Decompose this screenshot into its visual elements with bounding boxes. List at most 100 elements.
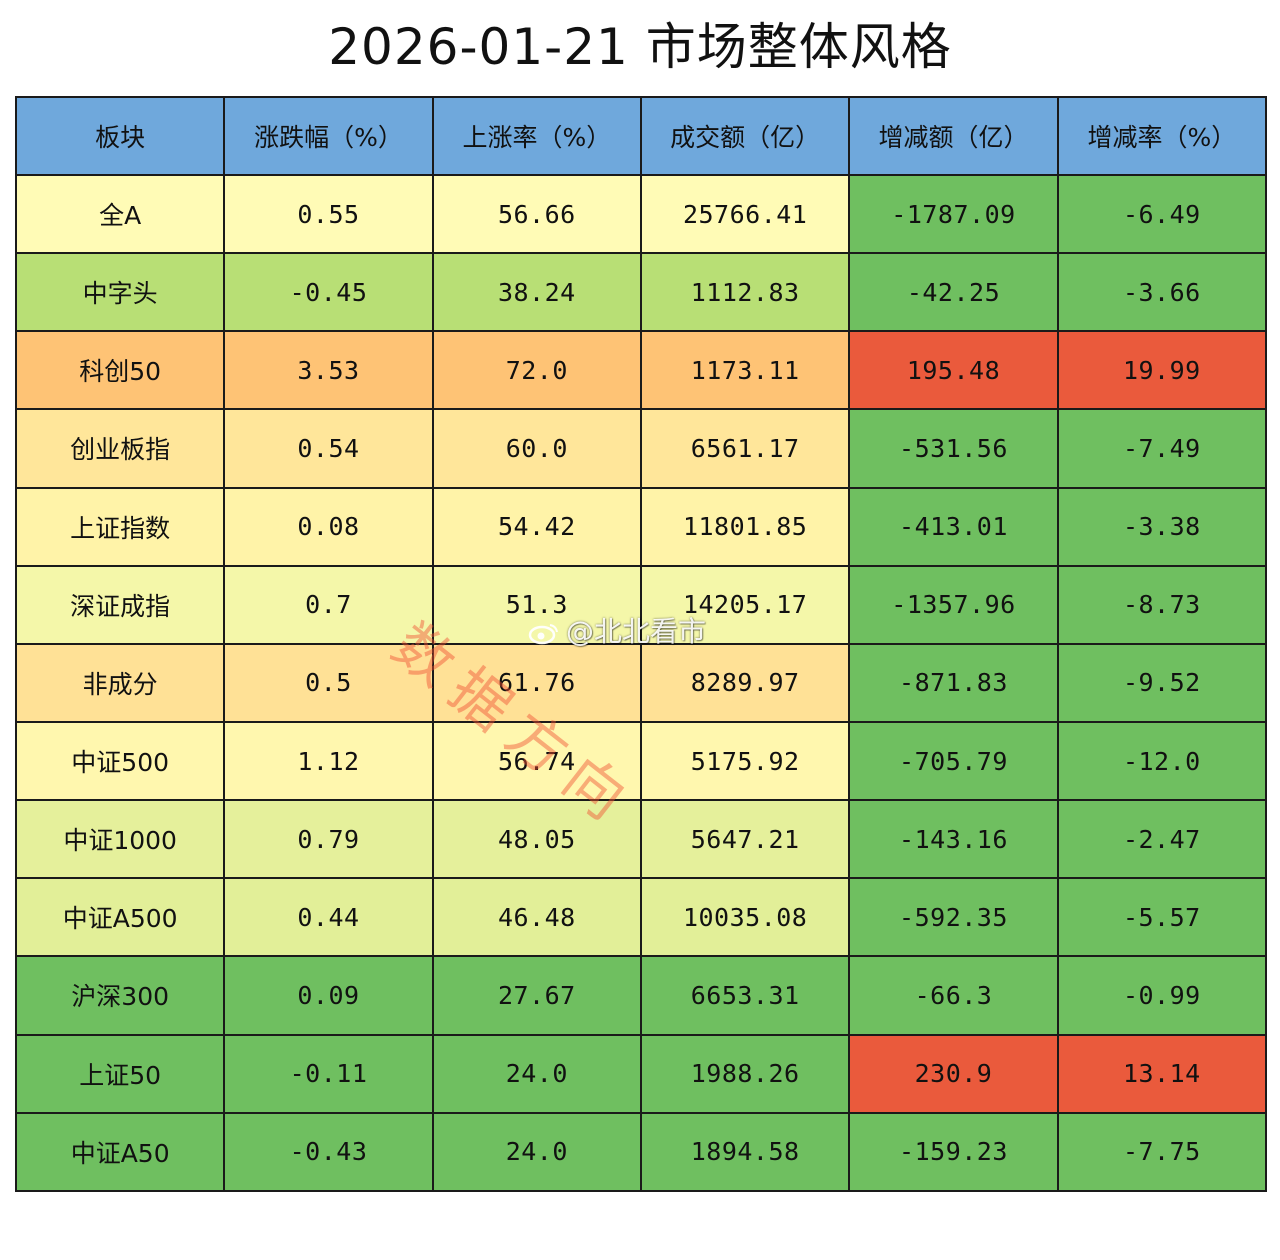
turnover-cell: 1112.83 bbox=[639, 252, 851, 333]
turnover-change-cell: 195.48 bbox=[848, 330, 1059, 411]
column-header-advance-rate: 上涨率（%） bbox=[431, 96, 642, 176]
table-body: 全A 0.55 56.66 25766.41 -1787.09 -6.49 中字头 -0.45… bbox=[14, 173, 1268, 1193]
sector-name-cell: 非成分 bbox=[14, 642, 226, 723]
turnover-change-cell: -159.23 bbox=[848, 1111, 1059, 1193]
table-row: 科创50 3.53 72.0 1173.11 195.48 19.99 bbox=[14, 330, 1268, 411]
turnover-change-cell: -413.01 bbox=[848, 486, 1059, 567]
turnover-cell: 5647.21 bbox=[639, 799, 851, 880]
sector-name-cell: 全A bbox=[14, 173, 226, 255]
advance-rate-cell: 38.24 bbox=[431, 252, 642, 333]
advance-rate-cell: 72.0 bbox=[431, 330, 642, 411]
turnover-change-rate-cell: -7.75 bbox=[1056, 1111, 1268, 1193]
advance-rate-cell: 56.66 bbox=[431, 173, 642, 255]
turnover-change-cell: -592.35 bbox=[848, 877, 1059, 958]
advance-rate-cell: 56.74 bbox=[431, 720, 642, 802]
advance-rate-cell: 27.67 bbox=[431, 955, 642, 1036]
sector-name-cell: 中字头 bbox=[14, 252, 226, 333]
sector-name-cell: 中证1000 bbox=[14, 799, 226, 880]
turnover-cell: 11801.85 bbox=[639, 486, 851, 567]
advance-rate-cell: 51.3 bbox=[431, 564, 642, 645]
turnover-cell: 10035.08 bbox=[639, 877, 851, 958]
change-pct-cell: 0.09 bbox=[223, 955, 434, 1036]
table-row: 上证50 -0.11 24.0 1988.26 230.9 13.14 bbox=[14, 1033, 1268, 1114]
sector-name-cell: 中证500 bbox=[14, 720, 226, 802]
turnover-change-rate-cell: -3.38 bbox=[1056, 486, 1268, 567]
change-pct-cell: 0.7 bbox=[223, 564, 434, 645]
sector-name-cell: 上证指数 bbox=[14, 486, 226, 567]
column-header-turnover-change: 增减额（亿） bbox=[848, 96, 1059, 176]
column-header-change-pct: 涨跌幅（%） bbox=[223, 96, 434, 176]
change-pct-cell: 0.55 bbox=[223, 173, 434, 255]
table-row: 中字头 -0.45 38.24 1112.83 -42.25 -3.66 bbox=[14, 252, 1268, 333]
turnover-change-rate-cell: -9.52 bbox=[1056, 642, 1268, 723]
turnover-change-rate-cell: -5.57 bbox=[1056, 877, 1268, 958]
turnover-cell: 5175.92 bbox=[639, 720, 851, 802]
turnover-cell: 14205.17 bbox=[639, 564, 851, 645]
advance-rate-cell: 54.42 bbox=[431, 486, 642, 567]
turnover-cell: 6561.17 bbox=[639, 408, 851, 489]
change-pct-cell: 0.54 bbox=[223, 408, 434, 489]
change-pct-cell: 0.5 bbox=[223, 642, 434, 723]
change-pct-cell: -0.11 bbox=[223, 1033, 434, 1114]
change-pct-cell: 0.79 bbox=[223, 799, 434, 880]
table-row: 中证1000 0.79 48.05 5647.21 -143.16 -2.47 bbox=[14, 799, 1268, 880]
turnover-change-rate-cell: -7.49 bbox=[1056, 408, 1268, 489]
table-row: 全A 0.55 56.66 25766.41 -1787.09 -6.49 bbox=[14, 173, 1268, 255]
column-header-sector: 板块 bbox=[14, 96, 226, 176]
table-row: 深证成指 0.7 51.3 14205.17 -1357.96 -8.73 bbox=[14, 564, 1268, 645]
sector-name-cell: 创业板指 bbox=[14, 408, 226, 489]
chart-title: 2026-01-21 市场整体风格 bbox=[328, 18, 952, 76]
change-pct-cell: 1.12 bbox=[223, 720, 434, 802]
advance-rate-cell: 46.48 bbox=[431, 877, 642, 958]
change-pct-cell: 0.44 bbox=[223, 877, 434, 958]
turnover-cell: 1988.26 bbox=[639, 1033, 851, 1114]
turnover-cell: 8289.97 bbox=[639, 642, 851, 723]
turnover-change-rate-cell: 19.99 bbox=[1056, 330, 1268, 411]
sector-name-cell: 沪深300 bbox=[14, 955, 226, 1036]
sector-name-cell: 科创50 bbox=[14, 330, 226, 411]
table-row: 上证指数 0.08 54.42 11801.85 -413.01 -3.38 bbox=[14, 486, 1268, 567]
advance-rate-cell: 24.0 bbox=[431, 1033, 642, 1114]
table-row: 中证500 1.12 56.74 5175.92 -705.79 -12.0 bbox=[14, 720, 1268, 802]
table-row: 中证A50 -0.43 24.0 1894.58 -159.23 -7.75 bbox=[14, 1111, 1268, 1193]
table-header-row: 板块 涨跌幅（%） 上涨率（%） 成交额（亿） 增减额（亿） 增减率（%） bbox=[14, 96, 1268, 176]
turnover-change-cell: 230.9 bbox=[848, 1033, 1059, 1114]
turnover-change-rate-cell: -3.66 bbox=[1056, 252, 1268, 333]
sector-name-cell: 深证成指 bbox=[14, 564, 226, 645]
turnover-change-cell: -66.3 bbox=[848, 955, 1059, 1036]
turnover-change-rate-cell: -0.99 bbox=[1056, 955, 1268, 1036]
table-row: 沪深300 0.09 27.67 6653.31 -66.3 -0.99 bbox=[14, 955, 1268, 1036]
table-row: 创业板指 0.54 60.0 6561.17 -531.56 -7.49 bbox=[14, 408, 1268, 489]
advance-rate-cell: 61.76 bbox=[431, 642, 642, 723]
advance-rate-cell: 24.0 bbox=[431, 1111, 642, 1193]
turnover-change-cell: -705.79 bbox=[848, 720, 1059, 802]
advance-rate-cell: 48.05 bbox=[431, 799, 642, 880]
change-pct-cell: 3.53 bbox=[223, 330, 434, 411]
turnover-change-cell: -871.83 bbox=[848, 642, 1059, 723]
column-header-turnover: 成交额（亿） bbox=[639, 96, 851, 176]
sector-name-cell: 上证50 bbox=[14, 1033, 226, 1114]
turnover-change-cell: -1787.09 bbox=[848, 173, 1059, 255]
turnover-change-cell: -1357.96 bbox=[848, 564, 1059, 645]
turnover-change-rate-cell: 13.14 bbox=[1056, 1033, 1268, 1114]
turnover-change-cell: -531.56 bbox=[848, 408, 1059, 489]
sector-name-cell: 中证A50 bbox=[14, 1111, 226, 1193]
turnover-change-rate-cell: -8.73 bbox=[1056, 564, 1268, 645]
change-pct-cell: 0.08 bbox=[223, 486, 434, 567]
turnover-change-rate-cell: -6.49 bbox=[1056, 173, 1268, 255]
change-pct-cell: -0.45 bbox=[223, 252, 434, 333]
turnover-change-cell: -42.25 bbox=[848, 252, 1059, 333]
advance-rate-cell: 60.0 bbox=[431, 408, 642, 489]
turnover-cell: 25766.41 bbox=[639, 173, 851, 255]
turnover-cell: 1173.11 bbox=[639, 330, 851, 411]
turnover-cell: 1894.58 bbox=[639, 1111, 851, 1193]
table-row: 非成分 0.5 61.76 8289.97 -871.83 -9.52 bbox=[14, 642, 1268, 723]
turnover-change-rate-cell: -2.47 bbox=[1056, 799, 1268, 880]
change-pct-cell: -0.43 bbox=[223, 1111, 434, 1193]
turnover-change-rate-cell: -12.0 bbox=[1056, 720, 1268, 802]
table-row: 中证A500 0.44 46.48 10035.08 -592.35 -5.57 bbox=[14, 877, 1268, 958]
column-header-turnover-change-rate: 增减率（%） bbox=[1056, 96, 1268, 176]
turnover-change-cell: -143.16 bbox=[848, 799, 1059, 880]
market-style-table: 板块 涨跌幅（%） 上涨率（%） 成交额（亿） 增减额（亿） 增减率（%） 全A… bbox=[14, 96, 1268, 1193]
turnover-cell: 6653.31 bbox=[639, 955, 851, 1036]
